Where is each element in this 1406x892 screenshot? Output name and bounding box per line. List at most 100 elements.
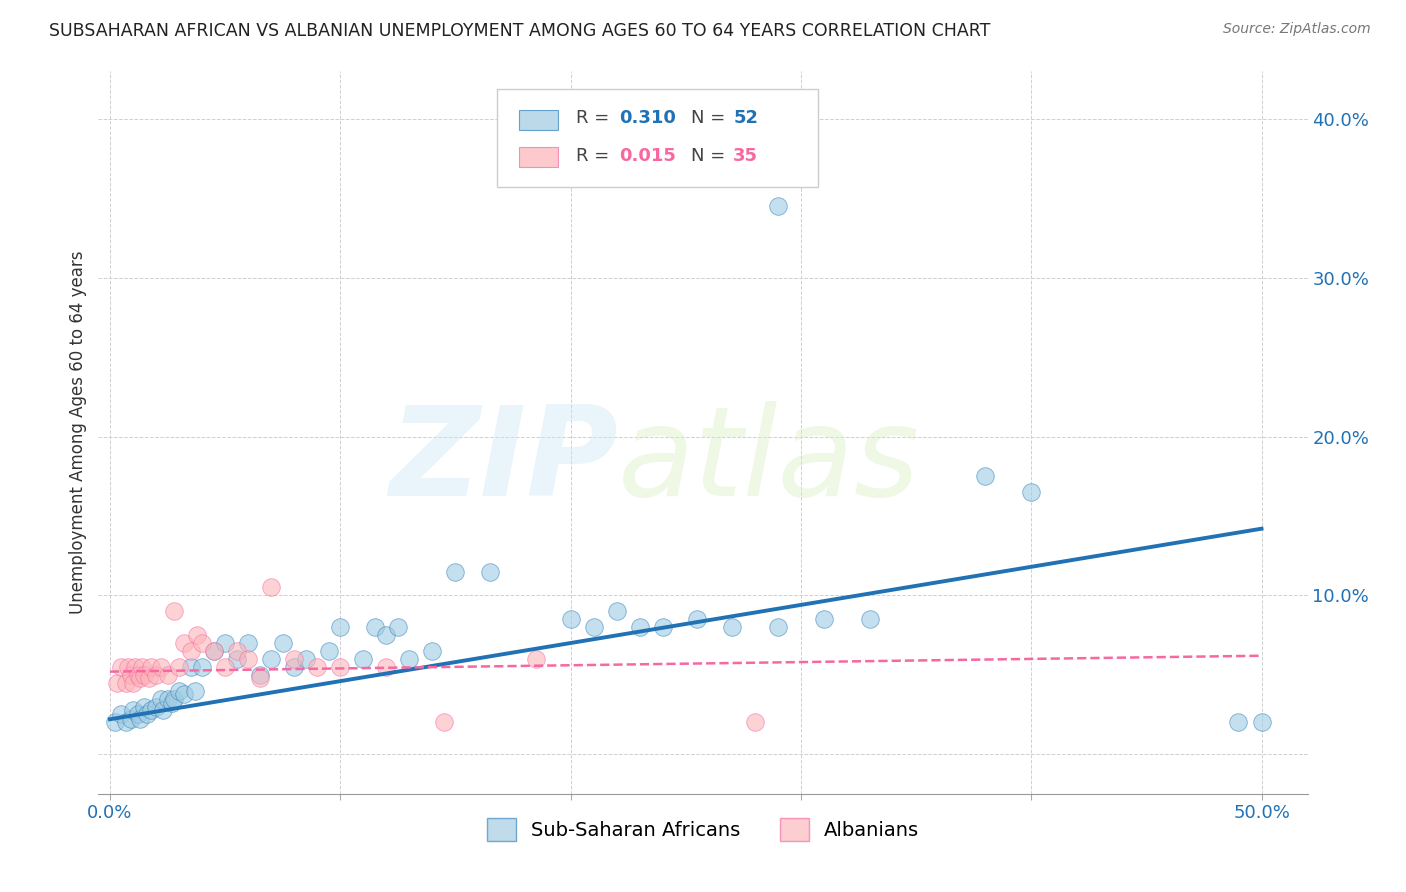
Text: N =: N = xyxy=(690,147,731,165)
Point xyxy=(191,660,214,674)
Point xyxy=(156,667,179,681)
Point xyxy=(329,660,352,674)
Point xyxy=(122,675,145,690)
Point xyxy=(134,699,156,714)
Point xyxy=(720,620,742,634)
Point xyxy=(115,715,138,730)
Point xyxy=(813,612,835,626)
Text: atlas: atlas xyxy=(619,401,921,522)
Point xyxy=(124,660,146,674)
Point xyxy=(628,620,651,634)
Text: 0.015: 0.015 xyxy=(620,147,676,165)
Point xyxy=(859,612,882,626)
Point xyxy=(375,660,398,674)
Point xyxy=(145,667,167,681)
Point xyxy=(974,469,997,483)
Text: Source: ZipAtlas.com: Source: ZipAtlas.com xyxy=(1223,22,1371,37)
Point xyxy=(135,707,157,722)
Point xyxy=(524,652,547,666)
Point xyxy=(606,604,628,618)
Point xyxy=(249,671,271,685)
Point xyxy=(191,636,214,650)
Point xyxy=(141,703,163,717)
FancyBboxPatch shape xyxy=(519,147,558,168)
Text: 52: 52 xyxy=(734,110,758,128)
Text: 0.310: 0.310 xyxy=(620,110,676,128)
Point xyxy=(122,703,145,717)
Point xyxy=(149,691,172,706)
Point xyxy=(1019,485,1042,500)
Text: 35: 35 xyxy=(734,147,758,165)
Legend: Sub-Saharan Africans, Albanians: Sub-Saharan Africans, Albanians xyxy=(479,810,927,849)
Point xyxy=(387,620,409,634)
Point xyxy=(283,652,305,666)
Point xyxy=(180,644,202,658)
Point xyxy=(260,652,283,666)
Point xyxy=(433,715,456,730)
Point xyxy=(478,565,501,579)
Y-axis label: Unemployment Among Ages 60 to 64 years: Unemployment Among Ages 60 to 64 years xyxy=(69,251,87,615)
Point xyxy=(149,660,172,674)
Point xyxy=(160,697,183,711)
Point xyxy=(134,667,156,681)
Point xyxy=(766,199,789,213)
Point xyxy=(364,620,387,634)
FancyBboxPatch shape xyxy=(498,89,818,187)
Point xyxy=(214,660,236,674)
Text: R =: R = xyxy=(576,147,614,165)
Point xyxy=(318,644,340,658)
Point xyxy=(444,565,467,579)
Point xyxy=(103,715,125,730)
Point xyxy=(141,660,163,674)
Point xyxy=(152,703,174,717)
Point xyxy=(560,612,582,626)
Point xyxy=(1227,715,1250,730)
Point xyxy=(422,644,444,658)
FancyBboxPatch shape xyxy=(519,110,558,130)
Point xyxy=(651,620,673,634)
Point xyxy=(184,683,207,698)
Point xyxy=(744,715,766,730)
Point xyxy=(294,652,316,666)
Point xyxy=(766,620,789,634)
Point xyxy=(128,671,150,685)
Point xyxy=(110,660,132,674)
Point xyxy=(202,644,225,658)
Point xyxy=(105,675,128,690)
Point xyxy=(225,644,247,658)
Point xyxy=(307,660,329,674)
Point xyxy=(186,628,208,642)
Point xyxy=(686,612,709,626)
Text: N =: N = xyxy=(690,110,731,128)
Point xyxy=(260,581,283,595)
Point xyxy=(352,652,374,666)
Point xyxy=(398,652,420,666)
Point xyxy=(375,628,398,642)
Point xyxy=(145,699,167,714)
Text: R =: R = xyxy=(576,110,614,128)
Point xyxy=(110,707,132,722)
Point xyxy=(202,644,225,658)
Point xyxy=(167,660,190,674)
Point xyxy=(128,712,150,726)
Point xyxy=(127,667,149,681)
Point xyxy=(283,660,305,674)
Point xyxy=(271,636,294,650)
Point xyxy=(127,707,149,722)
Point xyxy=(214,636,236,650)
Point xyxy=(167,683,190,698)
Point xyxy=(582,620,605,634)
Point xyxy=(225,652,247,666)
Point xyxy=(173,636,195,650)
Point xyxy=(131,660,153,674)
Point xyxy=(138,671,160,685)
Point xyxy=(163,691,186,706)
Point xyxy=(249,667,271,681)
Point xyxy=(120,712,142,726)
Point xyxy=(163,604,186,618)
Point xyxy=(117,660,139,674)
Point xyxy=(156,691,179,706)
Point xyxy=(236,636,259,650)
Point xyxy=(180,660,202,674)
Point xyxy=(236,652,259,666)
